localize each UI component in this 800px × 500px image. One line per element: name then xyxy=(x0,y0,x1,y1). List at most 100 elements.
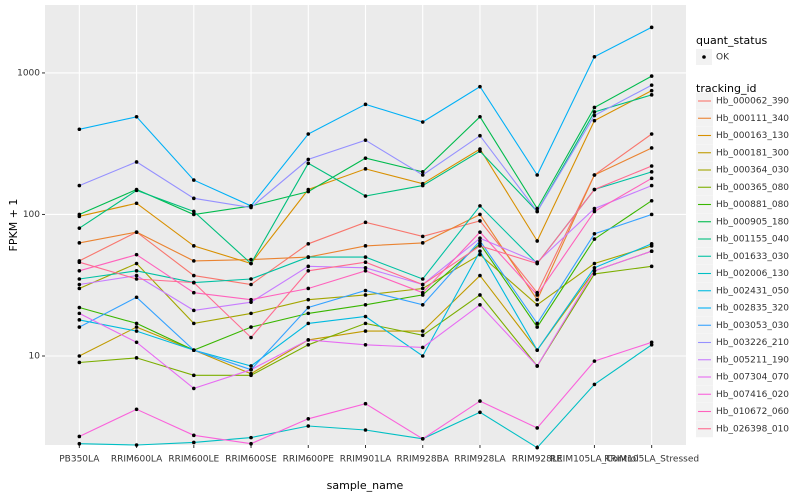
data-point xyxy=(478,204,482,208)
data-point xyxy=(592,173,597,177)
data-point xyxy=(77,277,82,281)
data-point xyxy=(535,206,539,211)
data-point xyxy=(535,209,539,214)
x-tick-label: RRIM901LA xyxy=(340,455,392,465)
data-point xyxy=(134,268,139,273)
data-point xyxy=(192,308,196,313)
data-point xyxy=(592,110,597,114)
data-point xyxy=(420,436,425,441)
data-point xyxy=(134,443,139,447)
x-tick-label: RRIM928LA xyxy=(454,455,506,465)
data-point xyxy=(192,290,196,295)
data-point xyxy=(478,84,482,89)
data-point xyxy=(649,264,654,269)
data-point xyxy=(306,189,311,194)
data-point xyxy=(592,55,597,59)
data-point xyxy=(77,268,82,273)
x-axis-title: sample_name xyxy=(327,479,404,492)
data-point xyxy=(478,133,482,138)
data-point xyxy=(592,268,597,273)
data-point xyxy=(363,138,368,142)
data-point xyxy=(249,205,253,210)
legend-label: Hb_000111_340 xyxy=(716,114,789,124)
data-point xyxy=(306,242,311,246)
data-point xyxy=(592,187,597,192)
data-point xyxy=(420,354,425,358)
data-point xyxy=(420,286,425,291)
legend-title: tracking_id xyxy=(696,82,757,95)
data-point xyxy=(592,209,597,214)
data-point xyxy=(363,156,368,160)
data-point xyxy=(420,345,425,350)
legend-label: Hb_000364_030 xyxy=(716,166,789,176)
data-point xyxy=(134,295,139,300)
data-point xyxy=(249,373,253,378)
data-point xyxy=(306,161,311,166)
data-point xyxy=(649,164,654,168)
data-point xyxy=(192,386,196,391)
legend-label: Hb_000181_300 xyxy=(716,148,789,158)
data-point xyxy=(363,321,368,326)
data-point xyxy=(420,241,425,245)
data-point xyxy=(77,318,82,322)
data-point xyxy=(77,354,82,358)
x-tick-label: RRIM600PE xyxy=(283,455,335,465)
data-point xyxy=(306,297,311,302)
data-point xyxy=(363,255,368,259)
data-point xyxy=(420,170,425,174)
data-point xyxy=(134,188,139,193)
data-point xyxy=(363,428,368,432)
data-point xyxy=(249,311,253,316)
legend-label: Hb_001633_030 xyxy=(716,252,789,262)
data-point xyxy=(535,325,539,329)
data-point xyxy=(649,183,654,188)
data-point xyxy=(478,399,482,403)
data-point xyxy=(134,356,139,360)
data-point xyxy=(249,277,253,281)
data-point xyxy=(535,239,539,243)
data-point xyxy=(535,293,539,297)
data-point xyxy=(134,261,139,266)
data-point xyxy=(306,255,311,259)
data-point xyxy=(649,170,654,174)
legend-point xyxy=(702,55,706,59)
data-point xyxy=(306,286,311,291)
data-point xyxy=(420,277,425,281)
data-point xyxy=(306,416,311,421)
data-point xyxy=(306,305,311,310)
data-point xyxy=(649,132,654,136)
data-point xyxy=(192,259,196,263)
data-point xyxy=(134,201,139,206)
legend-label: Hb_000905_180 xyxy=(716,217,789,227)
data-point xyxy=(420,173,425,177)
data-point xyxy=(134,277,139,281)
data-point xyxy=(77,311,82,316)
x-tick-label: RRIM600LA xyxy=(111,455,163,465)
legend-label: Hb_007304_070 xyxy=(716,373,789,383)
data-point xyxy=(478,149,482,153)
x-tick-label: RRIM105LA_Stressed xyxy=(604,455,699,465)
data-point xyxy=(420,282,425,287)
data-point xyxy=(363,302,368,307)
legend-label: Hb_002006_130 xyxy=(716,269,789,279)
data-point xyxy=(192,321,196,326)
data-point xyxy=(363,401,368,406)
data-point xyxy=(77,183,82,188)
data-point xyxy=(306,311,311,316)
data-point xyxy=(192,273,196,278)
data-point xyxy=(363,244,368,248)
legend-title: quant_status xyxy=(696,34,768,47)
data-point xyxy=(192,373,196,378)
data-point xyxy=(363,194,368,198)
data-point xyxy=(535,364,539,368)
data-point xyxy=(592,113,597,118)
legend-label: Hb_026398_010 xyxy=(716,424,789,434)
legend-label: Hb_002835_320 xyxy=(716,304,789,314)
data-point xyxy=(420,333,425,338)
x-tick-label: PB350LA xyxy=(59,455,100,465)
data-point xyxy=(363,314,368,319)
data-point xyxy=(77,434,82,439)
data-point xyxy=(192,212,196,217)
data-point xyxy=(478,252,482,257)
data-point xyxy=(192,348,196,352)
